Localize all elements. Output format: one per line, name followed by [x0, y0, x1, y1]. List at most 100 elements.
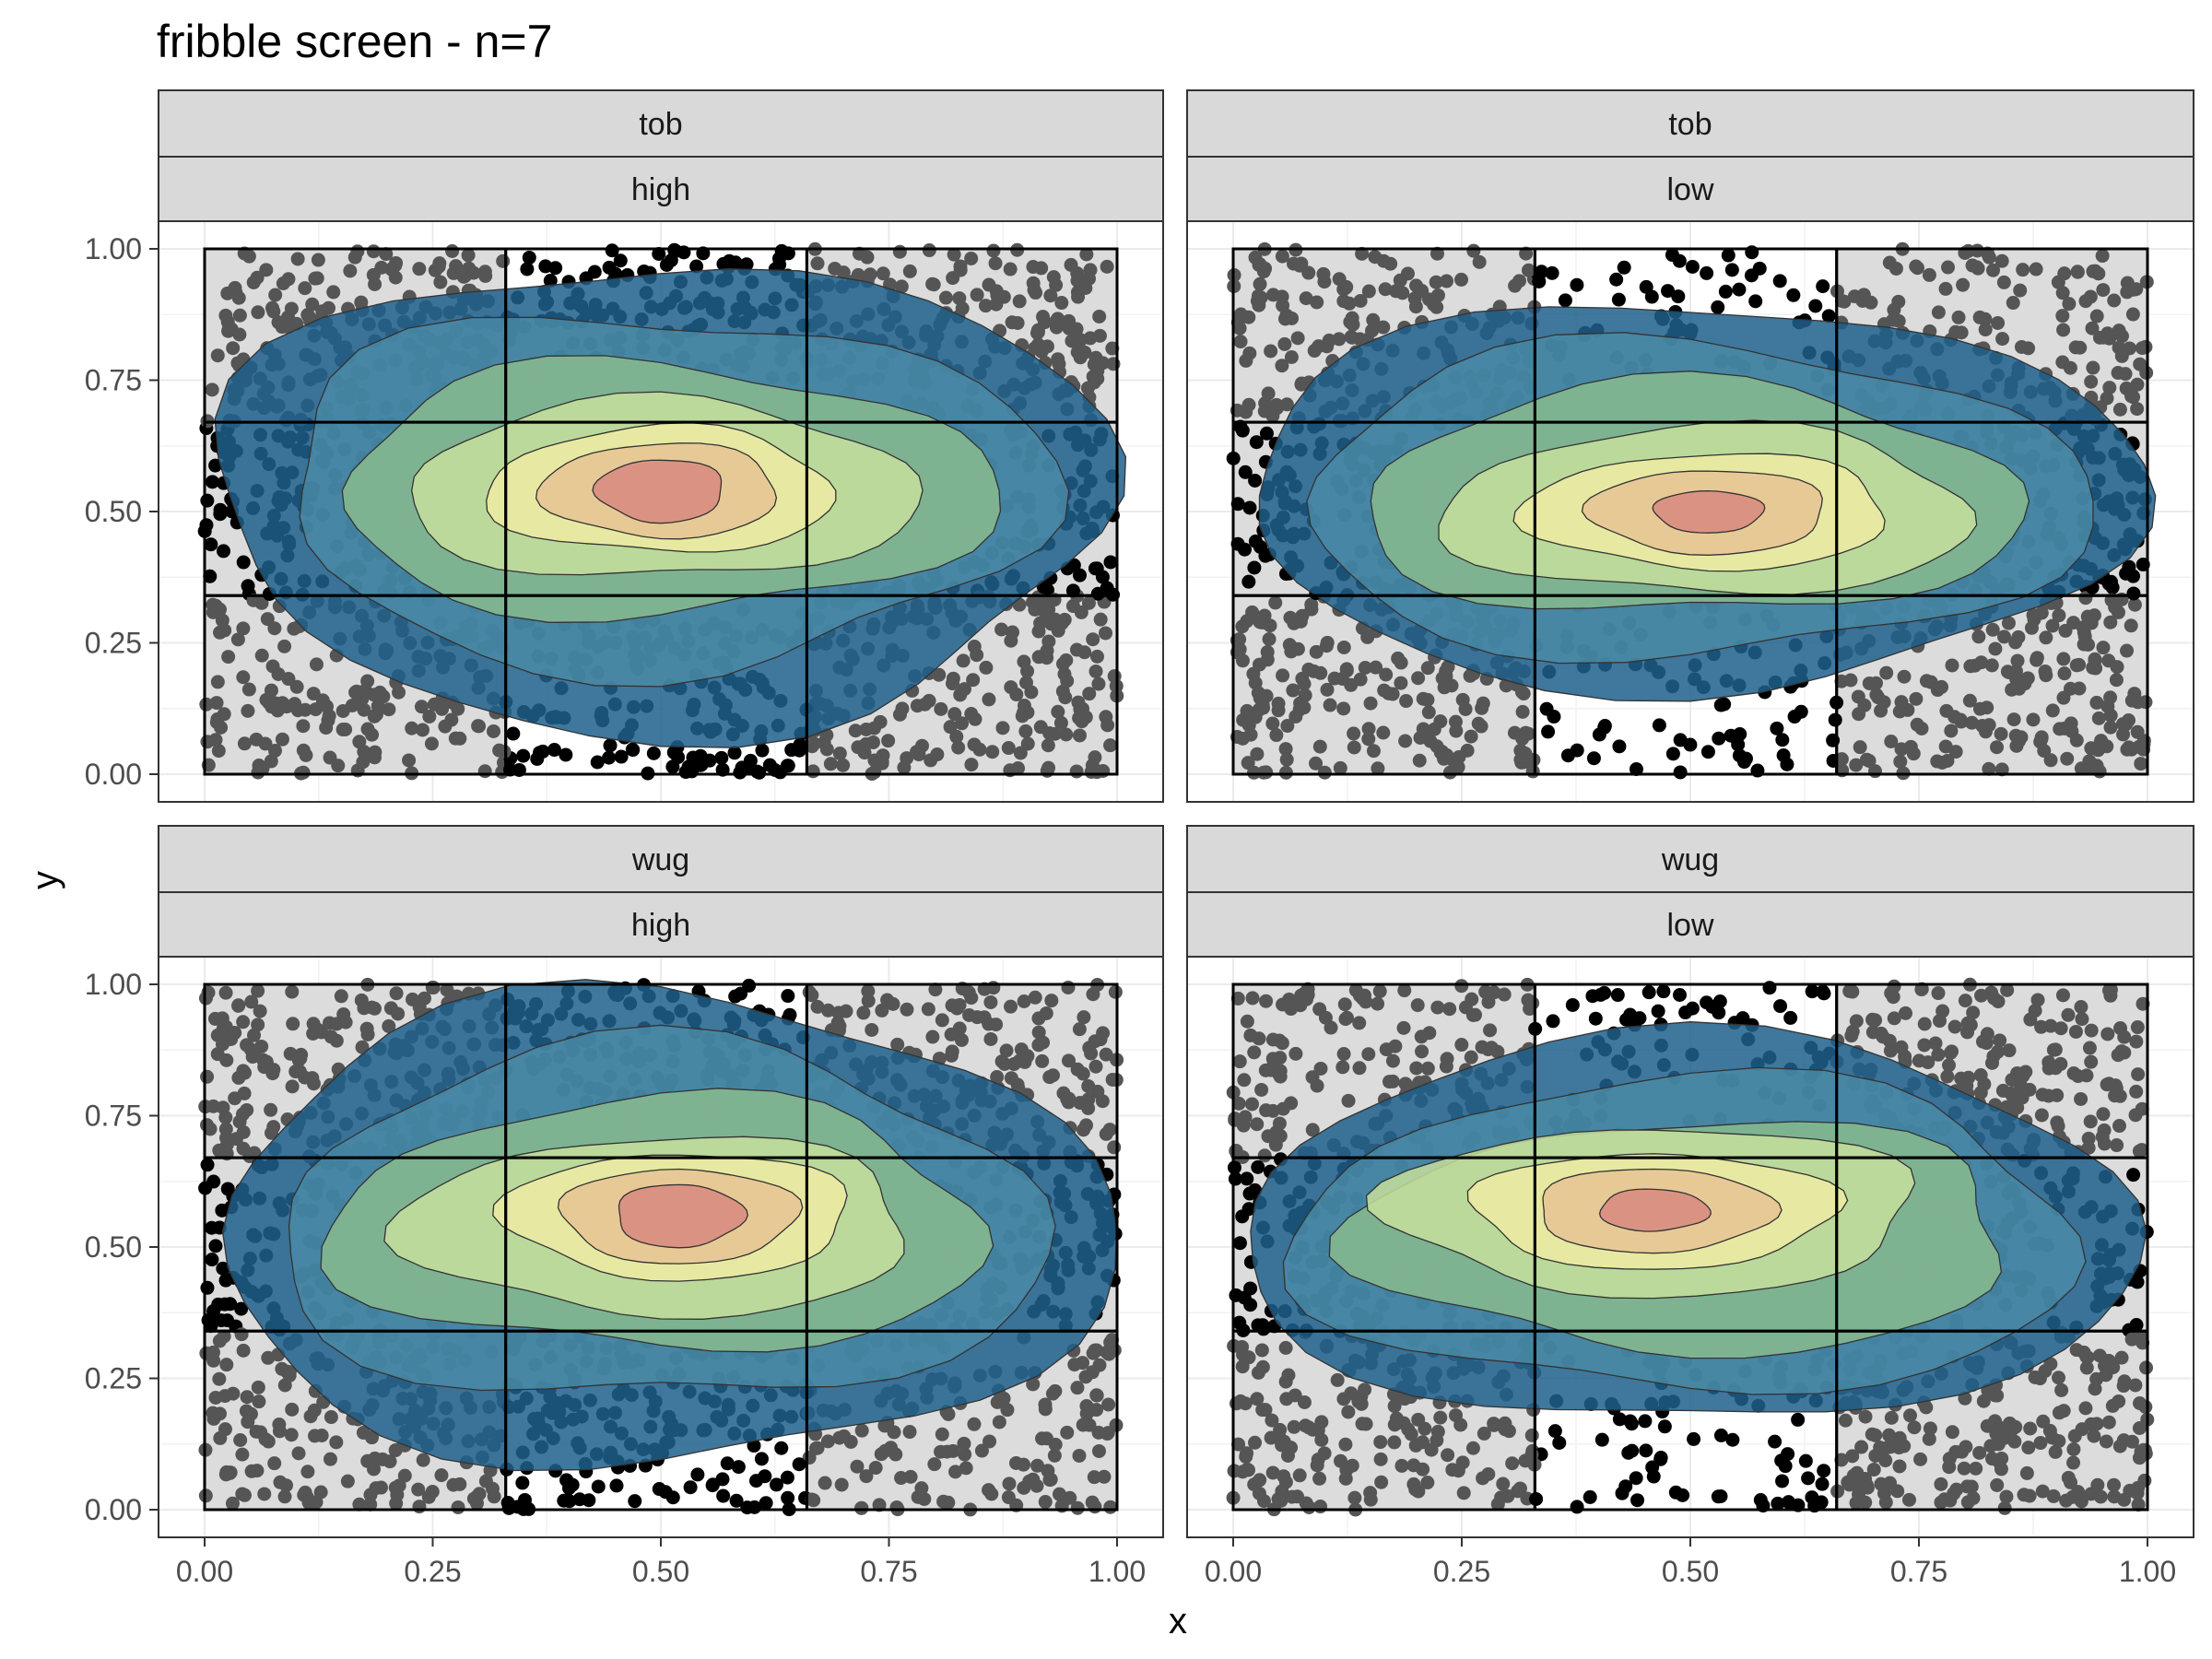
data-point	[1253, 276, 1267, 291]
data-point	[389, 1496, 404, 1511]
data-point	[1052, 357, 1066, 371]
data-point	[453, 731, 467, 746]
data-point	[1851, 689, 1865, 704]
data-point	[2096, 283, 2111, 298]
data-point	[252, 1394, 266, 1409]
data-point	[1278, 765, 1293, 780]
data-point	[1941, 260, 1956, 275]
data-point	[1269, 728, 1284, 743]
data-point	[264, 683, 278, 698]
data-point	[1027, 283, 1041, 298]
data-point	[861, 983, 876, 998]
data-point	[1897, 669, 1912, 684]
data-point	[690, 1467, 705, 1482]
data-point	[1053, 715, 1068, 730]
data-point	[354, 295, 369, 310]
data-point	[943, 720, 958, 735]
data-point	[1049, 314, 1064, 329]
data-point	[379, 247, 394, 262]
data-point	[1069, 764, 1084, 779]
data-point	[1048, 612, 1063, 627]
data-point	[218, 1422, 232, 1437]
data-point	[1004, 999, 1018, 1014]
data-point	[218, 1122, 233, 1136]
data-point	[208, 458, 223, 473]
data-point	[1054, 296, 1069, 311]
data-point	[1909, 691, 1924, 706]
data-point	[1794, 704, 1808, 719]
data-point	[728, 989, 743, 1004]
data-point	[231, 290, 246, 305]
data-point	[216, 544, 230, 559]
data-point	[241, 703, 255, 718]
data-point	[2124, 618, 2138, 633]
data-point	[1276, 668, 1290, 683]
data-point	[1327, 671, 1342, 686]
data-point	[323, 750, 337, 765]
data-point	[614, 749, 629, 764]
data-point	[1099, 626, 1113, 641]
data-point	[1808, 299, 1823, 313]
data-point	[810, 999, 825, 1014]
data-point	[2130, 402, 2145, 417]
data-point	[548, 261, 563, 276]
data-point	[240, 1102, 254, 1117]
data-point	[311, 253, 325, 267]
data-point	[1700, 265, 1714, 280]
data-point	[2085, 321, 2100, 335]
data-point	[1057, 666, 1072, 681]
data-point	[257, 1487, 272, 1501]
data-point	[220, 286, 235, 300]
data-point	[1612, 739, 1627, 754]
data-point	[1101, 1397, 1116, 1412]
data-point	[265, 700, 279, 714]
data-point	[997, 1056, 1012, 1071]
data-point	[232, 308, 247, 323]
data-point	[1776, 748, 1791, 763]
data-point	[659, 258, 674, 273]
data-point	[2125, 307, 2140, 322]
data-point	[1051, 623, 1065, 638]
data-point	[2045, 703, 2060, 718]
data-point	[1087, 1470, 1101, 1485]
data-point	[1420, 692, 1435, 707]
data-point	[200, 493, 215, 508]
data-point	[241, 249, 256, 264]
data-point	[1091, 677, 1106, 691]
data-point	[265, 659, 280, 674]
data-point	[979, 660, 994, 675]
data-point	[1082, 687, 1097, 701]
y-tick-label: 0.50	[85, 495, 142, 528]
data-point	[945, 1044, 959, 1059]
data-point	[1685, 259, 1700, 274]
data-point	[1849, 758, 1864, 772]
data-point	[431, 259, 446, 274]
data-point	[982, 277, 996, 292]
data-point	[208, 1390, 223, 1405]
data-point	[1560, 748, 1575, 763]
data-point	[1347, 740, 1361, 755]
data-point	[999, 1043, 1014, 1058]
data-point	[988, 256, 1003, 271]
data-point	[860, 250, 875, 265]
data-point	[446, 1477, 461, 1492]
data-point	[1512, 274, 1526, 288]
data-point	[329, 1033, 344, 1048]
data-point	[2055, 286, 2070, 300]
data-point	[237, 1488, 252, 1502]
data-point	[1724, 263, 1739, 277]
data-point	[205, 475, 219, 489]
data-point	[561, 1481, 576, 1496]
data-point	[1070, 345, 1085, 359]
data-point	[947, 707, 962, 722]
data-point	[2057, 666, 2072, 681]
data-point	[1051, 704, 1065, 719]
data-point	[866, 721, 881, 735]
data-point	[282, 1368, 297, 1382]
data-point	[305, 297, 320, 312]
data-point	[750, 764, 765, 779]
data-point	[1013, 746, 1028, 760]
data-point	[329, 1435, 344, 1450]
data-point	[1712, 731, 1726, 746]
